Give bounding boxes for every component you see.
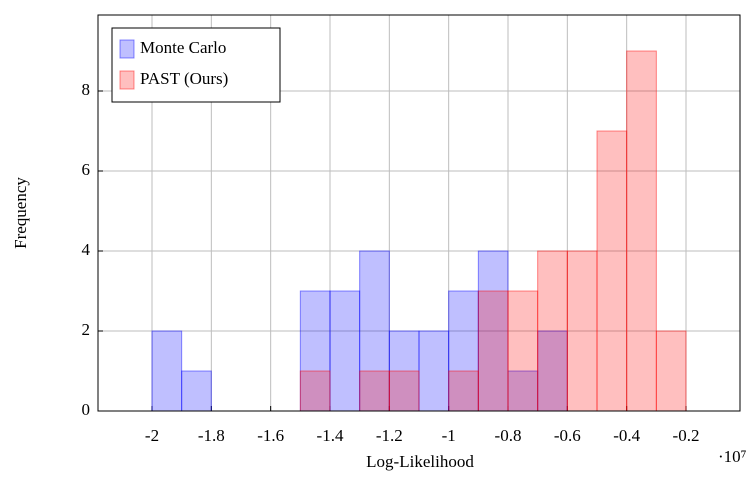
y-tick-label: 6 — [82, 160, 91, 179]
bar — [388, 330, 420, 412]
x-tick-label: -1.4 — [317, 426, 344, 445]
x-tick-label: -0.4 — [613, 426, 640, 445]
y-tick-label: 0 — [82, 400, 91, 419]
bar — [388, 370, 420, 412]
x-tick-label: -0.6 — [554, 426, 581, 445]
y-tick-label: 2 — [82, 320, 91, 339]
legend-box — [111, 27, 281, 103]
bar — [626, 50, 657, 412]
bar — [655, 330, 687, 412]
legend-label: PAST (Ours) — [140, 69, 228, 88]
legend-label: Monte Carlo — [140, 38, 226, 57]
legend-swatch — [119, 70, 135, 90]
bar — [359, 250, 390, 412]
bar — [507, 370, 539, 412]
x-tick-label: -1.8 — [198, 426, 225, 445]
x-tick-label: -1.2 — [376, 426, 403, 445]
y-tick-label: 4 — [82, 240, 91, 259]
bar — [537, 250, 568, 412]
bar — [448, 290, 479, 412]
x-tick-label: -1 — [442, 426, 456, 445]
legend-swatch — [119, 39, 135, 59]
bar — [151, 330, 183, 412]
bar — [359, 370, 390, 412]
bar — [596, 130, 628, 412]
bar — [477, 250, 509, 412]
bar — [448, 370, 479, 412]
x-tick-label: -1.6 — [257, 426, 284, 445]
bar — [477, 290, 509, 412]
plot-frame — [97, 14, 741, 412]
bar — [299, 290, 331, 412]
bar — [507, 290, 539, 412]
y-tick-label: 8 — [82, 80, 91, 99]
y-axis-label: Frequency — [11, 177, 30, 249]
x-tick-label: -0.8 — [495, 426, 522, 445]
bar — [418, 330, 450, 412]
x-tick-label: -2 — [145, 426, 159, 445]
x-scale-label: ·10⁷ — [718, 447, 747, 466]
bar — [329, 290, 361, 412]
bar — [299, 370, 331, 412]
x-axis-label: Log-Likelihood — [366, 452, 474, 471]
bar — [181, 370, 212, 412]
x-tick-label: -0.2 — [673, 426, 700, 445]
bar — [566, 250, 598, 412]
